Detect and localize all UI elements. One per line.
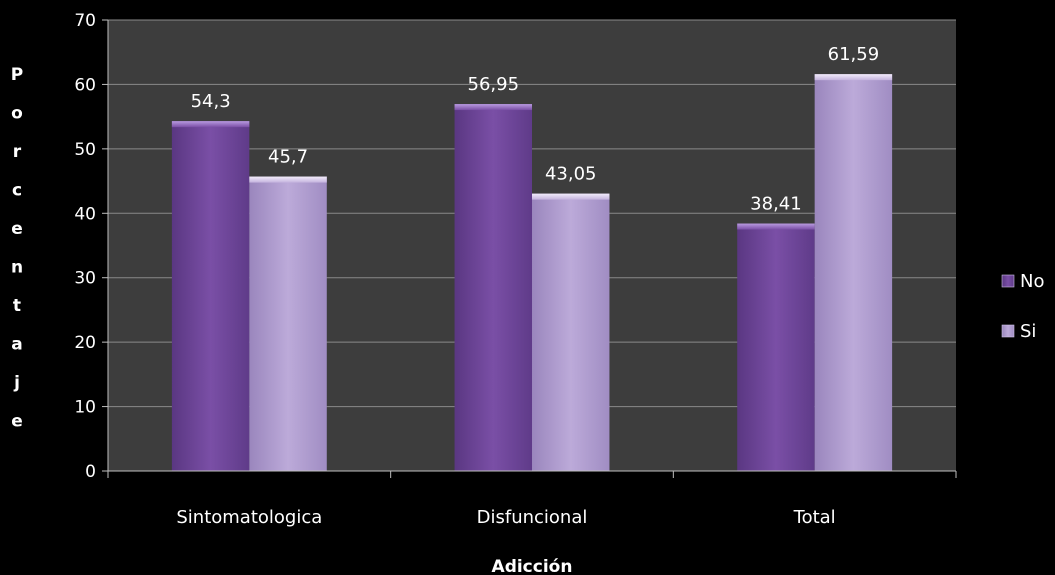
legend-label-no: No bbox=[1020, 271, 1044, 292]
y-axis-title-char: n bbox=[11, 258, 23, 278]
x-tick-label: Disfuncional bbox=[477, 507, 588, 528]
legend-label-si: Si bbox=[1020, 321, 1036, 342]
y-axis-title-char: c bbox=[12, 181, 22, 201]
bar-no-1 bbox=[454, 104, 532, 471]
data-labels: 54,3 45,7 56,95 43,05 38,41 61,59 bbox=[191, 44, 880, 214]
y-axis-title-char: o bbox=[11, 104, 23, 124]
bar-cap bbox=[737, 223, 815, 230]
y-tick-label: 40 bbox=[74, 204, 96, 224]
y-tick-label: 50 bbox=[74, 140, 96, 160]
x-tick-labels: Sintomatologica Disfuncional Total bbox=[176, 507, 835, 528]
bar-cap bbox=[814, 74, 893, 81]
x-tick-label: Sintomatologica bbox=[176, 507, 322, 528]
y-axis-title-char: j bbox=[13, 373, 20, 393]
x-tick-label: Total bbox=[793, 507, 836, 528]
y-axis-title-char: a bbox=[11, 335, 22, 355]
y-tick-label: 20 bbox=[74, 333, 96, 353]
y-axis-title-char: r bbox=[13, 142, 22, 162]
y-tick-label: 30 bbox=[74, 269, 96, 289]
bar-si-0 bbox=[249, 176, 327, 471]
legend-swatch-no bbox=[1001, 274, 1015, 288]
data-label: 38,41 bbox=[750, 194, 802, 215]
y-tick-label: 70 bbox=[74, 11, 96, 31]
y-axis-title-char: t bbox=[13, 296, 21, 316]
bar-cap bbox=[171, 121, 250, 128]
y-tick-labels: 0 10 20 30 40 50 60 70 bbox=[74, 11, 96, 482]
bar-no-2 bbox=[737, 223, 815, 471]
y-axis-title-char: e bbox=[11, 219, 23, 239]
legend: No Si bbox=[1001, 271, 1044, 342]
data-label: 43,05 bbox=[545, 164, 597, 185]
data-label: 56,95 bbox=[468, 74, 520, 95]
y-tick-label: 10 bbox=[74, 398, 96, 418]
bar-si-2 bbox=[814, 74, 893, 472]
bars bbox=[171, 74, 893, 472]
bar-cap bbox=[454, 104, 532, 111]
legend-swatch-si bbox=[1001, 324, 1015, 338]
bar-cap bbox=[249, 176, 327, 183]
data-label: 45,7 bbox=[268, 147, 308, 168]
bar-si-1 bbox=[532, 193, 610, 471]
data-label: 54,3 bbox=[191, 91, 231, 112]
data-label: 61,59 bbox=[828, 44, 880, 65]
bar-cap bbox=[532, 193, 610, 200]
y-tick-label: 60 bbox=[74, 75, 96, 95]
bar-no-0 bbox=[171, 121, 250, 471]
y-axis-title-char: e bbox=[11, 412, 23, 432]
y-tick-label: 0 bbox=[85, 462, 96, 482]
x-axis-title: Adicción bbox=[492, 557, 573, 575]
axes bbox=[107, 20, 957, 478]
y-axis-title-char: P bbox=[11, 65, 23, 85]
